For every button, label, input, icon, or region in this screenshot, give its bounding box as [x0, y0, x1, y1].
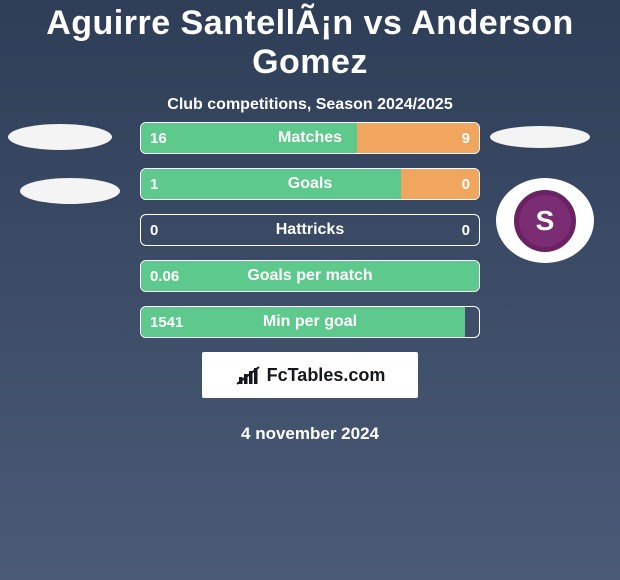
avatar-placeholder	[8, 124, 112, 150]
subtitle: Club competitions, Season 2024/2025	[0, 96, 620, 114]
bar-track	[140, 306, 480, 338]
avatar-placeholder	[20, 178, 120, 204]
bar-left-fill	[141, 261, 479, 291]
stat-row: Min per goal1541	[0, 306, 620, 338]
bar-left-fill	[141, 123, 357, 153]
page-title: Aguirre SantellÃ¡n vs Anderson Gomez	[0, 4, 620, 82]
date-text: 4 november 2024	[0, 424, 620, 444]
bar-track	[140, 214, 480, 246]
bar-left-fill	[141, 307, 465, 337]
brand-text: FcTables.com	[267, 365, 386, 386]
avatar-placeholder	[490, 126, 590, 148]
bars-icon	[235, 364, 261, 386]
brand-box: FcTables.com	[202, 352, 418, 398]
bar-track	[140, 168, 480, 200]
bar-track	[140, 122, 480, 154]
infographic-root: Aguirre SantellÃ¡n vs Anderson Gomez Clu…	[0, 0, 620, 580]
club-badge-letter: S	[514, 190, 576, 252]
bar-right-fill	[357, 123, 479, 153]
club-badge: S	[496, 178, 594, 263]
bar-right-fill	[401, 169, 479, 199]
stat-row: Goals per match0.06	[0, 260, 620, 292]
bar-left-fill	[141, 169, 401, 199]
bar-track	[140, 260, 480, 292]
